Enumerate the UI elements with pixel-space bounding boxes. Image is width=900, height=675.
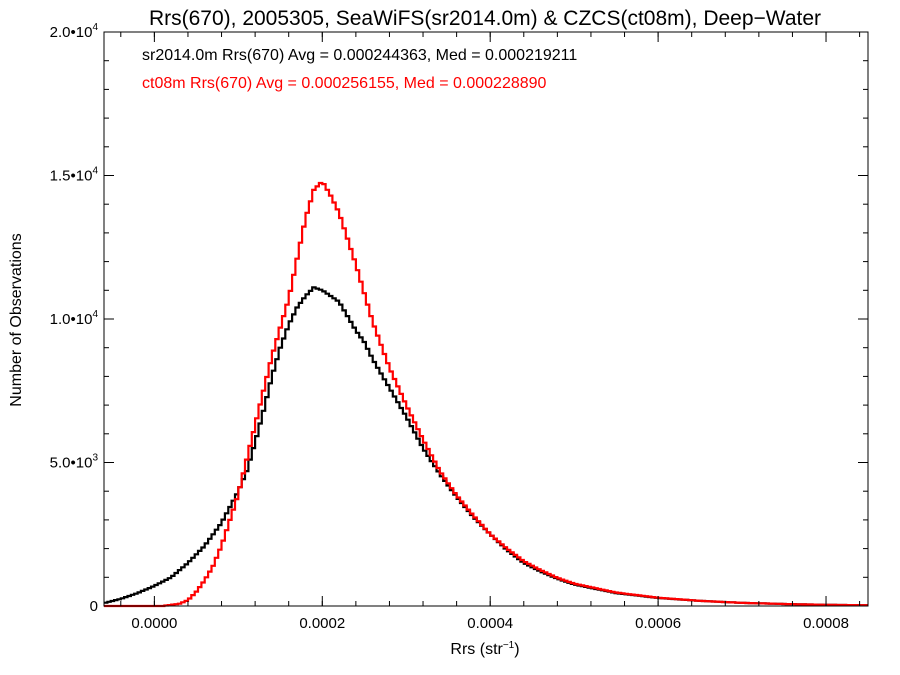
x-tick-label: 0.0008	[803, 615, 849, 632]
plot-frame	[103, 31, 869, 607]
x-axis-title-base: Rrs (str	[450, 641, 503, 658]
annotation-1: sr2014.0m Rrs(670) Avg = 0.000244363, Me…	[142, 47, 577, 64]
y-axis-title: Number of Observations	[8, 233, 25, 406]
x-axis-title-end: )	[514, 641, 519, 658]
y-tick-label: 1.5•104	[50, 166, 99, 185]
series-group	[104, 181, 868, 608]
series-2-line	[104, 181, 868, 608]
x-tick-label: 0.0004	[467, 615, 513, 632]
annotations: sr2014.0m Rrs(670) Avg = 0.000244363, Me…	[142, 47, 577, 92]
x-axis: 0.0000 0.0002 0.0004 0.0006 0.0008	[120, 32, 861, 632]
x-axis-title-sup: −1	[503, 640, 515, 651]
x-tick-label: 0.0002	[299, 615, 345, 632]
y-tick-label: 0	[90, 598, 98, 615]
y-tick-label: 1.0•104	[50, 309, 99, 328]
annotation-2: ct08m Rrs(670) Avg = 0.000256155, Med = …	[142, 75, 547, 92]
y-tick-label: 5.0•103	[50, 453, 99, 472]
chart-title: Rrs(670), 2005305, SeaWiFS(sr2014.0m) & …	[149, 7, 821, 30]
y-axis: 0 5.0•103 1.0•104 1.5•104 2.0•104	[50, 22, 868, 615]
x-tick-label: 0.0000	[131, 615, 177, 632]
x-tick-label: 0.0006	[635, 615, 681, 632]
y-tick-label: 2.0•104	[50, 22, 99, 41]
x-axis-title: Rrs (str−1)	[450, 640, 519, 658]
